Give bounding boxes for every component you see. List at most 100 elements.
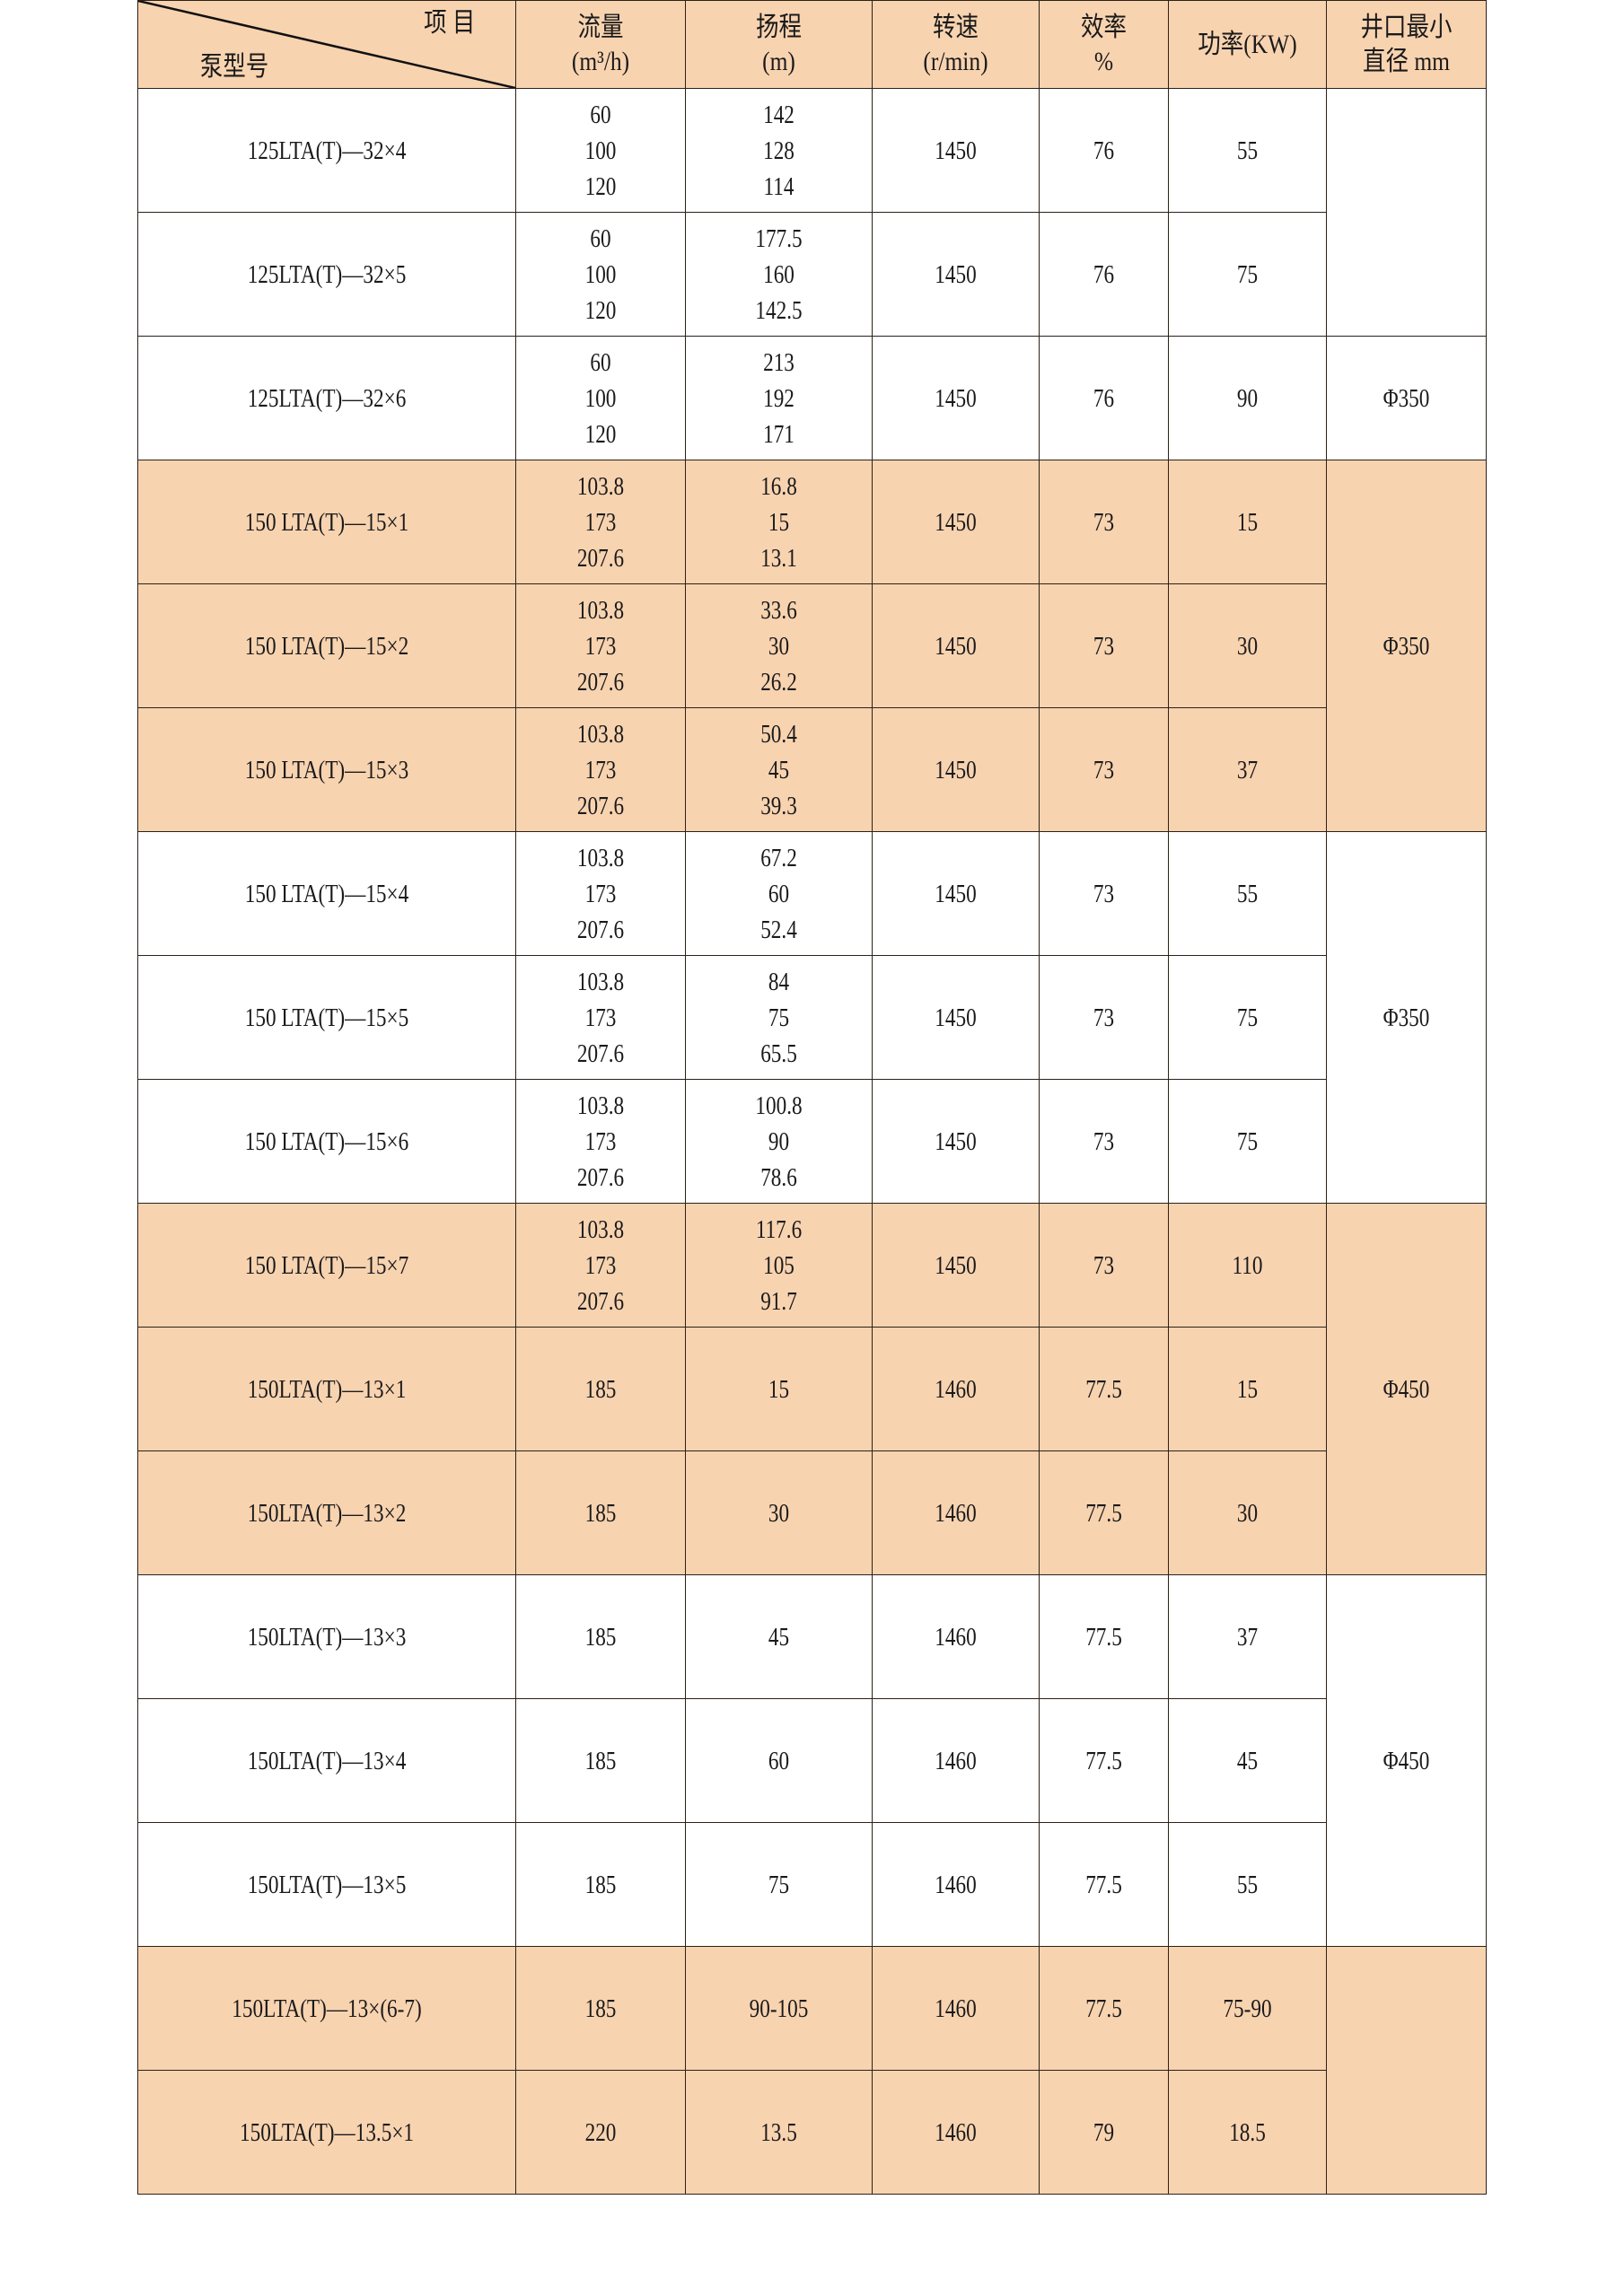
power-cell-value: 75 xyxy=(1236,259,1259,289)
flow-cell-value: 207.6 xyxy=(576,791,625,820)
efficiency-cell-value: 73 xyxy=(1093,879,1115,908)
model-cell: 150 LTA(T)—15×4 xyxy=(137,831,516,956)
efficiency-cell: 77.5 xyxy=(1039,1698,1169,1823)
header-diameter: 井口最小 直径 mm xyxy=(1326,0,1487,89)
efficiency-cell-value: 73 xyxy=(1093,631,1115,661)
flow-cell-value: 60 xyxy=(590,100,611,129)
head-cell-value: 142.5 xyxy=(755,295,803,325)
head-cell: 213 192 171 xyxy=(685,336,873,460)
diameter-cell xyxy=(1326,1946,1487,2195)
head-cell-value: 128 xyxy=(763,136,794,165)
header-model-label: 泵型号 xyxy=(199,52,269,82)
flow-cell-value: 173 xyxy=(584,631,617,661)
model-cell-value: 150LTA(T)—13×1 xyxy=(247,1374,407,1404)
speed-cell-value: 1450 xyxy=(935,259,977,289)
power-cell-value: 110 xyxy=(1232,1250,1263,1280)
flow-cell: 103.8 173 207.6 xyxy=(515,955,686,1080)
flow-cell: 60 100 120 xyxy=(515,336,686,460)
power-cell: 75-90 xyxy=(1168,1946,1327,2071)
flow-cell-value: 60 xyxy=(590,347,611,377)
diameter-cell-value: Φ350 xyxy=(1383,383,1430,413)
efficiency-cell: 73 xyxy=(1039,707,1169,832)
model-cell-value: 150 LTA(T)—15×6 xyxy=(244,1126,409,1156)
speed-cell-value: 1460 xyxy=(935,1746,977,1775)
flow-cell-value: 185 xyxy=(584,1622,617,1652)
flow-cell-value: 100 xyxy=(584,259,617,289)
power-cell-value: 18.5 xyxy=(1229,2117,1266,2147)
speed-cell: 1450 xyxy=(872,1203,1040,1328)
flow-cell: 185 xyxy=(515,1698,686,1823)
model-cell-value: 150 LTA(T)—15×2 xyxy=(244,631,409,661)
model-cell-value: 150LTA(T)—13×4 xyxy=(247,1746,407,1775)
flow-cell-value: 100 xyxy=(584,383,617,413)
power-cell: 110 xyxy=(1168,1203,1327,1328)
speed-cell-value: 1450 xyxy=(935,383,977,413)
speed-cell-value: 1450 xyxy=(935,1003,977,1032)
head-cell-value: 52.4 xyxy=(760,915,797,944)
power-cell-value: 55 xyxy=(1236,136,1259,165)
efficiency-cell: 77.5 xyxy=(1039,1822,1169,1947)
head-cell-value: 160 xyxy=(763,259,794,289)
diameter-cell-value: Φ450 xyxy=(1383,1374,1430,1404)
efficiency-cell: 73 xyxy=(1039,955,1169,1080)
flow-cell-value: 185 xyxy=(584,1994,617,2023)
speed-cell-value: 1450 xyxy=(935,631,977,661)
flow-cell: 185 xyxy=(515,1450,686,1575)
power-cell-value: 55 xyxy=(1236,1870,1259,1899)
model-cell: 150LTA(T)—13×3 xyxy=(137,1574,516,1699)
model-cell-value: 125LTA(T)—32×4 xyxy=(247,136,407,165)
head-cell-value: 45 xyxy=(768,1622,790,1652)
power-cell: 75 xyxy=(1168,1079,1327,1204)
head-cell-value: 90-105 xyxy=(749,1994,809,2023)
model-cell: 150 LTA(T)—15×2 xyxy=(137,583,516,708)
power-cell: 55 xyxy=(1168,88,1327,213)
flow-cell-value: 103.8 xyxy=(576,471,625,501)
speed-cell: 1460 xyxy=(872,1327,1040,1451)
head-cell: 15 xyxy=(685,1327,873,1451)
head-cell-value: 67.2 xyxy=(760,843,797,872)
flow-cell: 103.8 173 207.6 xyxy=(515,831,686,956)
flow-cell-value: 103.8 xyxy=(576,1214,625,1244)
table-row: 150 LTA(T)—15×4 103.8 173 207.6 67.2 60 52.4 14… xyxy=(137,831,1487,1204)
efficiency-cell: 73 xyxy=(1039,1203,1169,1328)
header-diagonal-cell: 项 目 泵型号 xyxy=(137,0,516,89)
speed-cell-value: 1460 xyxy=(935,1374,977,1404)
power-cell: 90 xyxy=(1168,336,1327,460)
model-cell: 150 LTA(T)—15×3 xyxy=(137,707,516,832)
table-row: 150LTA(T)—13×5 185 75 1460 77.5 55 xyxy=(137,1822,1487,1947)
efficiency-cell: 77.5 xyxy=(1039,1946,1169,2071)
head-cell: 33.6 30 26.2 xyxy=(685,583,873,708)
speed-cell: 1450 xyxy=(872,707,1040,832)
header-head: 扬程 (m) xyxy=(685,0,873,89)
efficiency-cell: 76 xyxy=(1039,88,1169,213)
diameter-cell xyxy=(1326,88,1487,337)
power-cell-value: 75-90 xyxy=(1223,1994,1272,2023)
head-cell-value: 13.5 xyxy=(760,2117,797,2147)
table-row: 125LTA(T)—32×4 60 100 120 142 128 114 1450 76 55 xyxy=(137,88,1487,337)
power-cell-value: 37 xyxy=(1236,755,1259,784)
flow-cell-value: 220 xyxy=(584,2117,617,2147)
flow-cell-value: 207.6 xyxy=(576,667,625,697)
power-cell-value: 75 xyxy=(1236,1126,1259,1156)
power-cell: 15 xyxy=(1168,1327,1327,1451)
power-cell: 75 xyxy=(1168,955,1327,1080)
model-cell-value: 150LTA(T)—13×5 xyxy=(247,1870,407,1899)
table-row: 150LTA(T)—13×2 185 30 1460 77.5 30 xyxy=(137,1450,1487,1575)
head-cell-value: 84 xyxy=(768,967,790,996)
speed-cell: 1450 xyxy=(872,831,1040,956)
table-row: 125LTA(T)—32×6 60 100 120 213 192 171 1450 76 90 Φ… xyxy=(137,336,1487,460)
head-cell-value: 75 xyxy=(768,1870,790,1899)
efficiency-cell-value: 77.5 xyxy=(1085,1498,1122,1528)
power-cell: 55 xyxy=(1168,1822,1327,1947)
head-cell-value: 50.4 xyxy=(760,719,797,749)
head-cell-value: 100.8 xyxy=(755,1091,803,1120)
model-cell: 150LTA(T)—13×1 xyxy=(137,1327,516,1451)
table-row: 150LTA(T)—13×4 185 60 1460 77.5 45 xyxy=(137,1698,1487,1823)
speed-cell: 1460 xyxy=(872,1698,1040,1823)
flow-cell: 103.8 173 207.6 xyxy=(515,460,686,584)
efficiency-cell: 77.5 xyxy=(1039,1327,1169,1451)
diameter-cell: Φ450 xyxy=(1326,1574,1487,1947)
model-cell: 150LTA(T)—13.5×1 xyxy=(137,2070,516,2195)
speed-cell: 1450 xyxy=(872,1079,1040,1204)
power-cell: 75 xyxy=(1168,212,1327,337)
